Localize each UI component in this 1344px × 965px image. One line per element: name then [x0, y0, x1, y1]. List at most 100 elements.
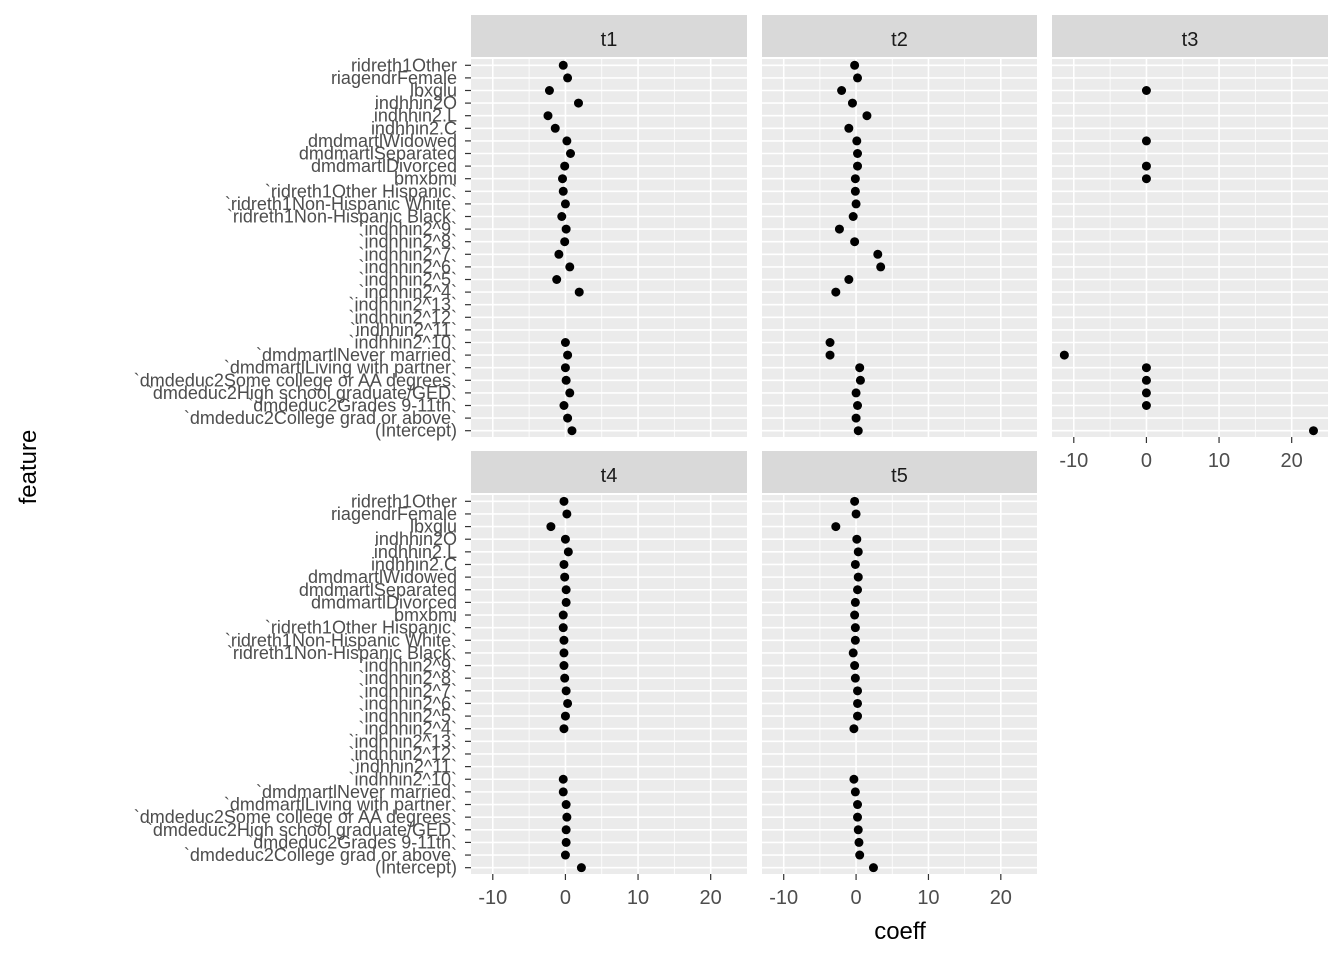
y-tick-label: `indhhin2^12`: [348, 307, 457, 327]
data-point: [834, 224, 844, 234]
y-tick-label: `indhhin2^8`: [358, 668, 457, 688]
data-point: [562, 812, 572, 822]
data-point: [560, 850, 570, 860]
y-tick-label: riagendrFemale: [331, 504, 457, 524]
data-point: [853, 73, 863, 83]
data-point: [868, 863, 878, 873]
x-tick-label: 0: [851, 887, 862, 909]
data-point: [560, 711, 570, 721]
facet-strip-label: t5: [891, 465, 908, 487]
data-point: [565, 262, 575, 272]
data-point: [853, 426, 863, 436]
panel-background: [471, 59, 747, 437]
y-tick-label: `dmdeduc2Grades 9-11th`: [247, 832, 457, 852]
y-tick-label: `indhhin2^9`: [358, 656, 457, 676]
x-tick-label: 10: [627, 887, 649, 909]
data-point: [849, 774, 859, 784]
data-point: [853, 149, 863, 158]
y-tick-label: `dmdeduc2High school graduate/GED`: [147, 383, 457, 403]
x-tick-label: 10: [1208, 450, 1230, 472]
data-point: [574, 287, 584, 297]
data-point: [559, 635, 569, 645]
data-point: [848, 212, 858, 221]
data-point: [851, 509, 861, 519]
y-tick-label: `dmdeduc2Grades 9-11th`: [247, 396, 457, 416]
data-point: [853, 812, 863, 822]
y-tick-label: indhhin2O: [375, 529, 457, 549]
data-point: [560, 363, 570, 373]
data-point: [844, 123, 854, 133]
x-tick-label: 10: [917, 887, 939, 909]
y-tick-label: ridreth1Other: [351, 55, 457, 75]
data-point: [1059, 350, 1069, 360]
y-tick-label: `indhhin2^10`: [348, 769, 457, 789]
y-tick-label: indhhin2O: [375, 93, 457, 113]
facet-strip: [1052, 15, 1328, 57]
data-point: [851, 413, 861, 423]
facet-strip-label: t3: [1182, 29, 1199, 51]
data-point: [558, 774, 568, 784]
facet-strip: [471, 15, 747, 57]
data-point: [552, 275, 562, 284]
data-point: [557, 212, 567, 221]
data-point: [852, 136, 862, 146]
y-tick-label: `indhhin2^11`: [350, 757, 457, 777]
data-point: [850, 635, 860, 645]
y-tick-label: (Intercept): [375, 858, 457, 878]
data-point: [559, 559, 569, 569]
facet-strip: [762, 15, 1037, 57]
data-point: [554, 249, 564, 259]
y-tick-label: indhhin2.L: [374, 106, 457, 126]
panel-background: [471, 495, 747, 874]
data-point: [851, 199, 861, 209]
data-point: [853, 585, 863, 595]
data-point: [576, 863, 586, 873]
data-point: [561, 837, 571, 847]
y-tick-label: dmdmartlWidowed: [308, 567, 457, 587]
y-tick-label: lbxglu: [410, 81, 457, 101]
data-point: [851, 388, 861, 398]
data-point: [559, 648, 569, 658]
data-point: [850, 661, 860, 671]
x-tick-label: -10: [1059, 450, 1088, 472]
data-point: [853, 401, 863, 410]
facet-strip: [471, 451, 747, 493]
data-point: [563, 413, 573, 423]
y-tick-label: bmxbmi: [394, 605, 457, 625]
y-tick-label: bmxbmi: [394, 169, 457, 189]
x-tick-label: 20: [1281, 450, 1303, 472]
facet-strip-label: t1: [601, 29, 618, 51]
data-point: [850, 174, 860, 184]
y-tick-label: lbxglu: [410, 517, 457, 537]
x-tick-label: 20: [990, 887, 1012, 909]
y-tick-label: `indhhin2^12`: [348, 744, 457, 764]
data-point: [854, 837, 864, 847]
data-point: [1141, 363, 1151, 373]
data-point: [559, 724, 569, 734]
data-point: [560, 572, 570, 582]
y-tick-label: `ridreth1Non-Hispanic White`: [225, 630, 457, 650]
data-point: [831, 287, 841, 297]
data-point: [853, 800, 863, 810]
data-point: [563, 698, 573, 708]
data-point: [559, 661, 569, 671]
data-point: [559, 401, 569, 410]
data-point: [560, 161, 570, 171]
data-point: [1141, 401, 1151, 410]
data-point: [561, 686, 571, 696]
data-point: [855, 850, 865, 860]
data-point: [852, 534, 862, 544]
y-tick-label: `dmdeduc2High school graduate/GED`: [147, 820, 457, 840]
data-point: [1141, 375, 1151, 385]
data-point: [844, 275, 854, 284]
data-point: [561, 585, 571, 595]
y-tick-label: (Intercept): [375, 421, 457, 441]
facet-strip-label: t2: [891, 29, 908, 51]
data-point: [561, 800, 571, 810]
y-tick-label: riagendrFemale: [331, 68, 457, 88]
y-tick-label: `indhhin2^9`: [358, 219, 457, 239]
y-tick-label: `dmdmartlNever married`: [256, 345, 457, 365]
y-tick-label: `indhhin2^5`: [358, 270, 457, 290]
data-point: [562, 136, 572, 146]
facet-panel-t1: t1ridreth1OtherriagendrFemalelbxgluindhh…: [134, 15, 747, 441]
